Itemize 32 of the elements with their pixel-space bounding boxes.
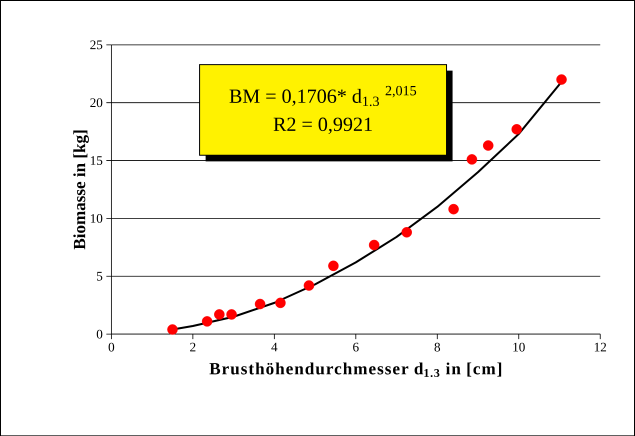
point xyxy=(202,316,212,326)
x-tick-label: 10 xyxy=(513,342,525,352)
point xyxy=(167,324,178,335)
point xyxy=(226,309,237,320)
point xyxy=(304,280,314,291)
point xyxy=(254,298,266,310)
point xyxy=(511,124,522,134)
point xyxy=(448,204,459,214)
y-tick-label: 0 xyxy=(96,330,102,338)
point xyxy=(556,74,567,85)
point xyxy=(368,240,380,250)
y-tick-label: 5 xyxy=(97,272,102,280)
x-tick-label: 0 xyxy=(108,342,114,352)
point xyxy=(214,309,225,320)
y-tick-label: 10 xyxy=(90,214,102,223)
point xyxy=(401,226,412,238)
y-tick-label: 25 xyxy=(90,40,102,50)
point xyxy=(482,140,494,151)
x-axis-title: Brusthöhendurchmesser d$_{1.3}$ in [cm] xyxy=(210,362,502,377)
point xyxy=(275,297,286,308)
annotation: R2 = 0,9921 xyxy=(274,117,372,134)
y-tick-label: 15 xyxy=(90,156,102,165)
x-tick-label: 4 xyxy=(271,342,278,352)
x-tick-label: 2 xyxy=(190,342,196,352)
x-tick-label: 6 xyxy=(353,342,359,352)
x-tick-label: 12 xyxy=(594,342,606,352)
annotation: BM = 0,1706* d$_{1.3}$ 2,015 xyxy=(230,86,416,106)
y-tick-label: 20 xyxy=(90,98,102,107)
x-tick-label: 8 xyxy=(434,342,440,352)
point xyxy=(328,260,339,271)
point xyxy=(466,154,478,164)
y-axis-title: Biomasse in [kg] xyxy=(73,130,89,250)
